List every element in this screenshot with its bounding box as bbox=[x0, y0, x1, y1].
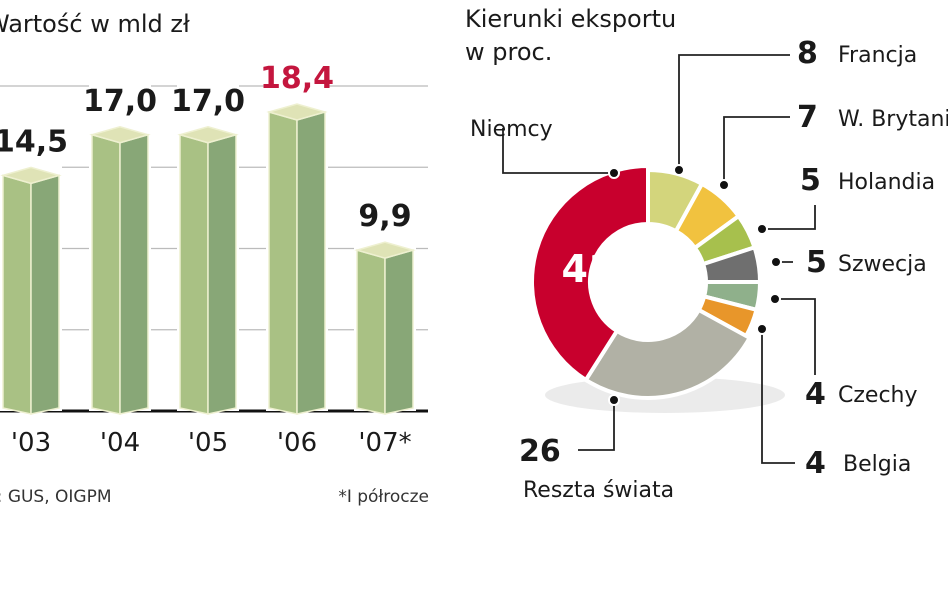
bar-front bbox=[2, 174, 32, 415]
bar-front bbox=[268, 111, 298, 415]
bar-top bbox=[177, 125, 239, 144]
x-tick-label: '05 bbox=[188, 428, 228, 458]
bar-side bbox=[207, 133, 237, 415]
bar-side bbox=[296, 111, 326, 415]
value-label: 14,5 bbox=[0, 124, 68, 159]
bar-side bbox=[119, 133, 149, 415]
bar-chart: Wartość w mld zł 14,5 17,0 17,0 18,4 9,9… bbox=[0, 10, 429, 507]
donut-slice bbox=[583, 307, 753, 400]
value-label: 9,9 bbox=[358, 199, 411, 234]
dot bbox=[608, 394, 620, 406]
dot bbox=[769, 293, 781, 305]
label-niemcy: Niemcy bbox=[470, 117, 553, 142]
dot bbox=[756, 223, 768, 235]
dot bbox=[770, 256, 782, 268]
value-szwecja: 5 bbox=[806, 245, 827, 280]
value-belgia: 4 bbox=[805, 446, 826, 481]
donut-title-line2: w proc. bbox=[465, 38, 552, 66]
bar-front bbox=[91, 133, 121, 415]
x-tick-label: '04 bbox=[100, 428, 140, 458]
bar-chart-title: Wartość w mld zł bbox=[0, 10, 190, 38]
footnote: *I półrocze bbox=[338, 487, 429, 507]
value-francja: 8 bbox=[797, 36, 818, 71]
value-label: 17,0 bbox=[171, 84, 245, 119]
label-belgia: Belgia bbox=[843, 452, 911, 477]
label-holandia: Holandia bbox=[838, 170, 935, 195]
value-holandia: 5 bbox=[800, 163, 821, 198]
donut-slices bbox=[530, 163, 763, 400]
label-reszta: Reszta świata bbox=[523, 478, 674, 503]
label-wbrytania: W. Brytania bbox=[838, 107, 948, 132]
leader-line-reszta bbox=[578, 400, 615, 451]
bar-top bbox=[0, 166, 62, 185]
x-tick-label: '07* bbox=[358, 428, 411, 458]
value-label: 18,4 bbox=[260, 61, 334, 96]
dot bbox=[673, 164, 685, 176]
bar bbox=[266, 54, 328, 415]
bar bbox=[354, 192, 416, 415]
x-tick-label: '03 bbox=[11, 428, 51, 458]
leader-line-holandia bbox=[762, 205, 816, 230]
leader-line-wbrytania bbox=[723, 116, 790, 185]
leader-line-belgia bbox=[761, 329, 795, 464]
dot bbox=[608, 167, 620, 179]
bar-top bbox=[89, 125, 151, 144]
bar-front bbox=[356, 249, 386, 415]
x-tick-labels: '03 '04 '05 '06 '07* bbox=[11, 428, 412, 458]
value-label: 17,0 bbox=[83, 84, 157, 119]
dot bbox=[718, 179, 730, 191]
leader-line-czechy bbox=[775, 298, 816, 375]
donut-slice bbox=[530, 163, 650, 383]
value-czechy: 4 bbox=[805, 377, 826, 412]
leader-line-niemcy bbox=[502, 128, 614, 174]
donut-chart: Kierunki eksportu w proc. 41 Niemcy 8 bbox=[465, 5, 948, 503]
bar-side bbox=[384, 249, 414, 415]
x-tick-label: '06 bbox=[277, 428, 317, 458]
dot bbox=[756, 323, 768, 335]
bar-side bbox=[30, 174, 60, 415]
slice-value-niemcy: 41 bbox=[562, 247, 615, 291]
bar-front bbox=[179, 133, 209, 415]
leader-dots bbox=[608, 164, 782, 406]
bars bbox=[0, 54, 416, 415]
value-wbrytania: 7 bbox=[797, 100, 818, 135]
leader-line-francja bbox=[678, 54, 790, 170]
donut-title-line1: Kierunki eksportu bbox=[465, 5, 676, 33]
bar bbox=[89, 76, 151, 415]
bar bbox=[0, 117, 62, 415]
label-czechy: Czechy bbox=[838, 383, 918, 408]
label-francja: Francja bbox=[838, 43, 917, 68]
bar-top bbox=[266, 103, 328, 121]
bar-top bbox=[354, 241, 416, 259]
label-szwecja: Szwecja bbox=[838, 252, 927, 277]
source-note: Źródło: GUS, OIGPM bbox=[0, 485, 112, 507]
bar bbox=[177, 76, 239, 415]
value-labels: 14,5 17,0 17,0 18,4 9,9 bbox=[0, 61, 412, 234]
value-reszta: 26 bbox=[519, 434, 561, 469]
leader-lines bbox=[502, 54, 816, 464]
